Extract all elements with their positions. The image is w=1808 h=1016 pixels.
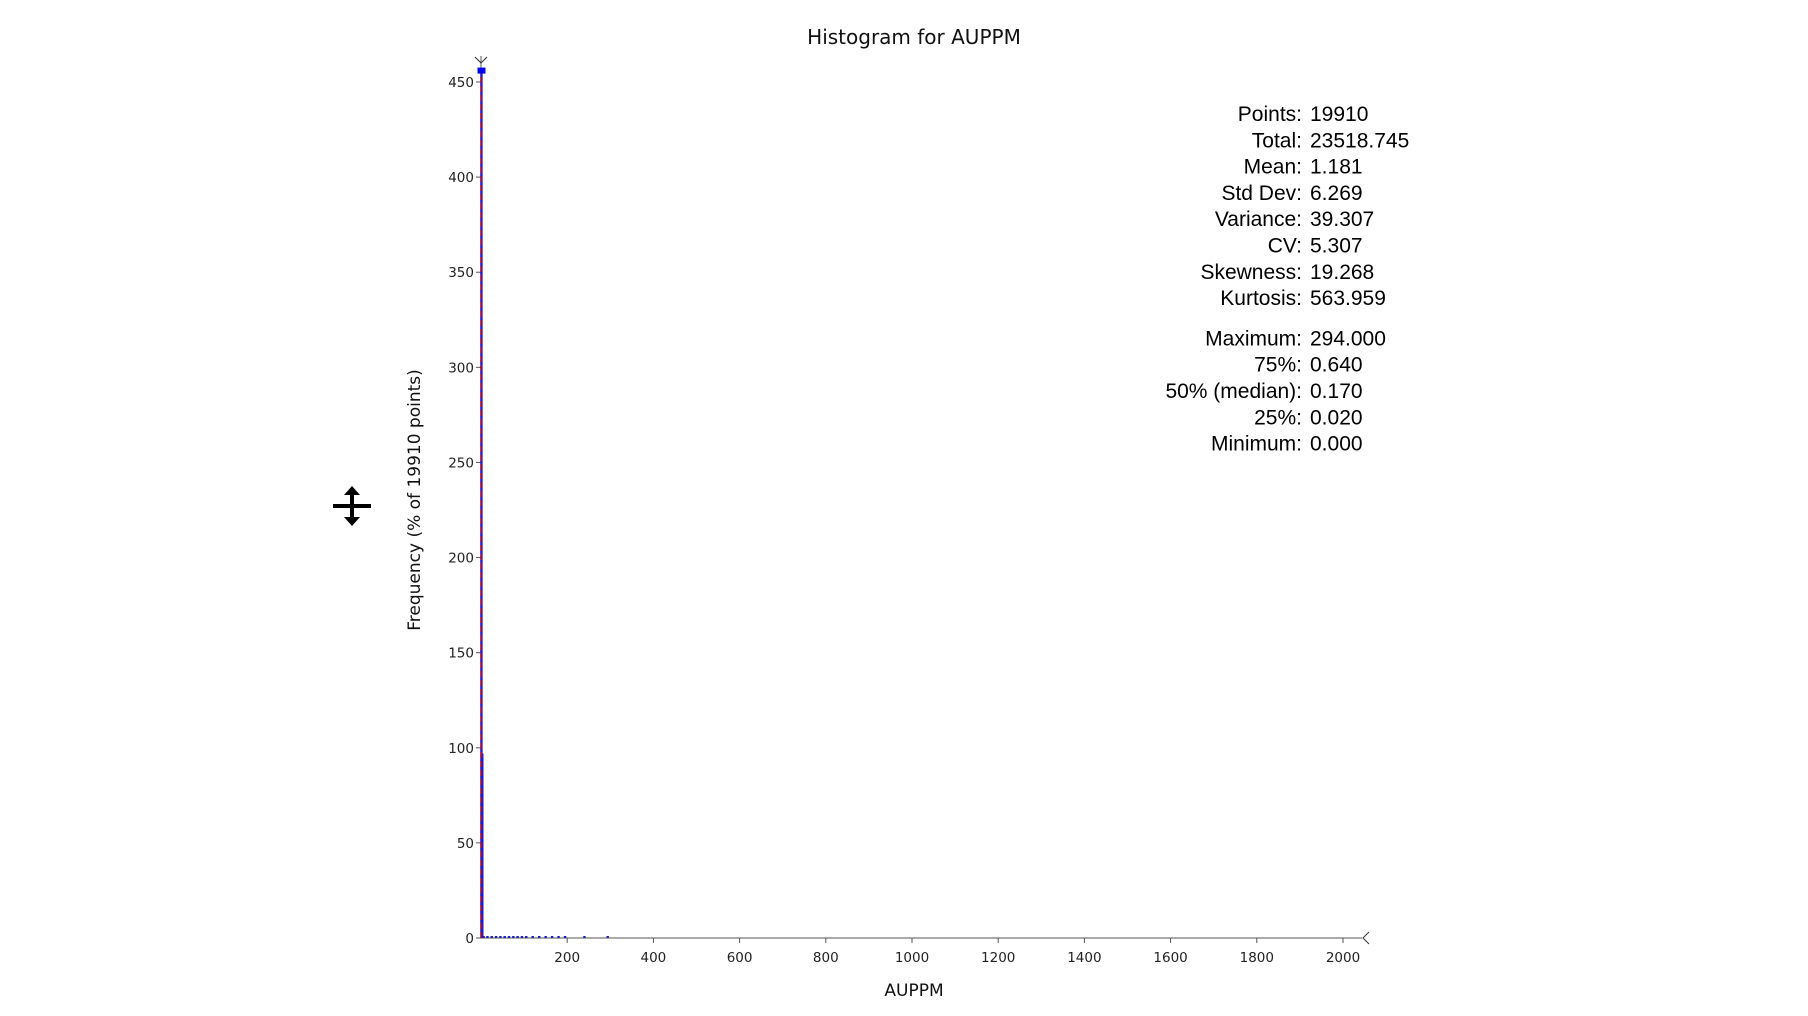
stat-label: Mean: — [1244, 156, 1302, 179]
chart-title: Histogram for AUPPM — [807, 25, 1021, 49]
histogram-bar — [544, 936, 547, 938]
move-cursor-icon — [333, 486, 371, 526]
histogram-bar — [550, 936, 554, 938]
x-tick-label: 1600 — [1153, 950, 1187, 966]
stat-label: 50% (median): — [1165, 380, 1302, 403]
y-tick-label: 250 — [448, 455, 474, 471]
histogram-bar — [503, 936, 506, 938]
stat-value: 563.959 — [1310, 287, 1386, 310]
histogram-bar — [537, 936, 541, 938]
histogram-bar — [583, 936, 586, 938]
stat-value: 19.268 — [1310, 261, 1374, 284]
stat-label: Skewness: — [1200, 261, 1302, 284]
stat-value: 0.020 — [1310, 406, 1363, 429]
histogram-bars — [477, 67, 609, 938]
y-tick-label: 200 — [448, 551, 474, 567]
stat-label: Points: — [1238, 103, 1302, 126]
stat-label: Total: — [1252, 129, 1302, 152]
stat-value: 19910 — [1310, 103, 1368, 126]
histogram-bar — [486, 936, 489, 938]
x-tick-label: 1000 — [895, 950, 929, 966]
histogram-bar — [520, 936, 524, 938]
peak-marker — [477, 67, 486, 74]
y-tick-label: 400 — [448, 170, 474, 186]
y-tick-label: 350 — [448, 265, 474, 281]
stat-value: 0.000 — [1310, 433, 1363, 456]
y-axis-arrow-icon — [474, 56, 488, 64]
stat-value: 23518.745 — [1310, 129, 1409, 152]
stat-label: 25%: — [1254, 406, 1302, 429]
histogram-bar — [531, 936, 534, 938]
stat-label: 75%: — [1254, 354, 1302, 377]
stat-value: 39.307 — [1310, 208, 1374, 231]
x-tick-label: 1200 — [981, 950, 1015, 966]
y-axis-label: Frequency (% of 19910 points) — [405, 369, 425, 631]
stat-label: Maximum: — [1205, 327, 1302, 350]
stat-label: Std Dev: — [1221, 182, 1302, 205]
y-tick-label: 300 — [448, 360, 474, 376]
x-tick-label: 2000 — [1326, 950, 1360, 966]
histogram-bar — [512, 936, 515, 938]
x-axis-arrow-icon — [1362, 931, 1370, 945]
x-axis-label: AUPPM — [884, 981, 943, 1001]
stat-value: 294.000 — [1310, 327, 1386, 350]
x-axis: 200 400 600 800 1000 1200 1400 1600 1800 2000 — [481, 931, 1370, 966]
y-tick-label: 50 — [457, 836, 474, 852]
histogram-bar — [525, 936, 528, 938]
stat-label: Variance: — [1215, 208, 1302, 231]
stat-value: 1.181 — [1310, 156, 1363, 179]
histogram-bar — [490, 936, 493, 938]
y-tick-label: 450 — [448, 75, 474, 91]
y-axis: 0 50 100 150 200 250 300 350 400 450 — [448, 56, 488, 947]
y-tick-label: 0 — [465, 931, 474, 947]
y-tick-label: 100 — [448, 741, 474, 757]
histogram-bar — [481, 753, 484, 938]
stat-value: 5.307 — [1310, 235, 1363, 258]
statistics-panel: Points: 19910 Total: 23518.745 Mean: 1.181 Std… — [1165, 103, 1409, 456]
x-tick-label: 400 — [641, 950, 667, 966]
x-tick-label: 1800 — [1240, 950, 1274, 966]
stat-value: 0.170 — [1310, 380, 1363, 403]
stat-label: CV: — [1268, 235, 1302, 258]
stat-label: Minimum: — [1211, 433, 1302, 456]
x-tick-label: 600 — [727, 950, 753, 966]
histogram-bar — [499, 936, 502, 938]
histogram-bar — [516, 936, 519, 938]
histogram-bar — [606, 936, 609, 938]
stat-label: Kurtosis: — [1220, 287, 1302, 310]
histogram-bar — [494, 936, 498, 938]
histogram-bar — [482, 936, 485, 938]
stat-value: 0.640 — [1310, 354, 1363, 377]
stat-value: 6.269 — [1310, 182, 1363, 205]
histogram-bar — [563, 936, 567, 938]
y-tick-label: 150 — [448, 646, 474, 662]
x-tick-label: 200 — [554, 950, 580, 966]
x-tick-label: 1400 — [1067, 950, 1101, 966]
x-tick-label: 800 — [813, 950, 839, 966]
histogram-bar — [557, 936, 560, 938]
histogram-bar — [507, 936, 511, 938]
